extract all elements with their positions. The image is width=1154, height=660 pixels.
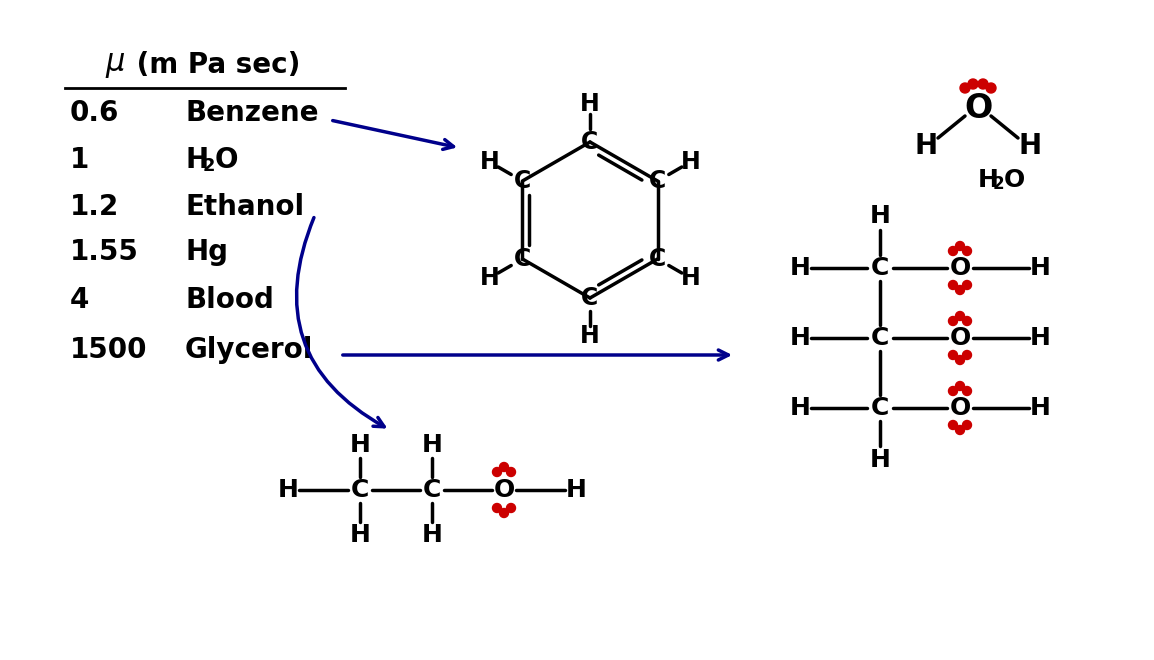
Circle shape bbox=[960, 83, 971, 93]
Circle shape bbox=[949, 317, 958, 325]
Text: Hg: Hg bbox=[185, 238, 228, 266]
Circle shape bbox=[949, 350, 958, 360]
Text: C: C bbox=[422, 478, 441, 502]
Text: O: O bbox=[964, 92, 992, 125]
Text: H: H bbox=[681, 266, 700, 290]
Circle shape bbox=[949, 387, 958, 395]
Text: O: O bbox=[950, 326, 971, 350]
Text: C: C bbox=[514, 247, 531, 271]
Text: O: O bbox=[215, 146, 239, 174]
Text: H: H bbox=[580, 92, 600, 116]
Circle shape bbox=[977, 79, 988, 89]
Circle shape bbox=[986, 83, 996, 93]
Text: H: H bbox=[789, 256, 810, 280]
Text: H: H bbox=[580, 324, 600, 348]
Circle shape bbox=[956, 312, 965, 321]
Text: C: C bbox=[871, 256, 890, 280]
Circle shape bbox=[956, 286, 965, 294]
Circle shape bbox=[500, 508, 509, 517]
Text: H: H bbox=[977, 168, 999, 192]
Circle shape bbox=[500, 463, 509, 471]
Circle shape bbox=[968, 79, 977, 89]
Circle shape bbox=[949, 420, 958, 430]
Text: H: H bbox=[681, 150, 700, 174]
Text: 4: 4 bbox=[70, 286, 89, 314]
Circle shape bbox=[956, 381, 965, 391]
Text: H: H bbox=[421, 433, 442, 457]
Text: H: H bbox=[565, 478, 586, 502]
Text: 1: 1 bbox=[70, 146, 89, 174]
Text: Ethanol: Ethanol bbox=[185, 193, 305, 221]
Text: O: O bbox=[950, 396, 971, 420]
Text: H: H bbox=[350, 433, 370, 457]
Text: H: H bbox=[789, 396, 810, 420]
Text: $\mu$: $\mu$ bbox=[105, 51, 126, 79]
Text: O: O bbox=[950, 256, 971, 280]
Circle shape bbox=[956, 356, 965, 364]
Text: O: O bbox=[1004, 168, 1025, 192]
Text: 2: 2 bbox=[992, 175, 1005, 193]
Text: H: H bbox=[185, 146, 208, 174]
Text: H: H bbox=[278, 478, 299, 502]
Circle shape bbox=[962, 350, 972, 360]
Text: H: H bbox=[480, 150, 500, 174]
Text: C: C bbox=[649, 247, 666, 271]
Text: H: H bbox=[1019, 132, 1042, 160]
Circle shape bbox=[962, 280, 972, 290]
Text: H: H bbox=[421, 523, 442, 547]
Text: Glycerol: Glycerol bbox=[185, 336, 314, 364]
Circle shape bbox=[962, 246, 972, 255]
Text: C: C bbox=[514, 169, 531, 193]
Text: 1.55: 1.55 bbox=[70, 238, 138, 266]
Text: C: C bbox=[871, 396, 890, 420]
Circle shape bbox=[949, 280, 958, 290]
Text: C: C bbox=[871, 326, 890, 350]
Text: O: O bbox=[494, 478, 515, 502]
Text: H: H bbox=[914, 132, 937, 160]
Text: Benzene: Benzene bbox=[185, 99, 319, 127]
Circle shape bbox=[962, 387, 972, 395]
Text: C: C bbox=[582, 286, 599, 310]
Text: 1.2: 1.2 bbox=[70, 193, 119, 221]
Text: C: C bbox=[582, 130, 599, 154]
Text: C: C bbox=[351, 478, 369, 502]
FancyArrowPatch shape bbox=[297, 218, 384, 427]
Text: H: H bbox=[350, 523, 370, 547]
Text: 2: 2 bbox=[203, 157, 216, 175]
Circle shape bbox=[507, 504, 516, 513]
Circle shape bbox=[949, 246, 958, 255]
Text: H: H bbox=[1029, 326, 1050, 350]
Text: 1500: 1500 bbox=[70, 336, 148, 364]
Text: (m Pa sec): (m Pa sec) bbox=[127, 51, 300, 79]
Text: H: H bbox=[870, 204, 891, 228]
Text: H: H bbox=[870, 448, 891, 472]
Text: H: H bbox=[1029, 256, 1050, 280]
Text: 0.6: 0.6 bbox=[70, 99, 119, 127]
Text: Blood: Blood bbox=[185, 286, 273, 314]
Text: C: C bbox=[649, 169, 666, 193]
Circle shape bbox=[956, 426, 965, 434]
Circle shape bbox=[962, 317, 972, 325]
Circle shape bbox=[962, 420, 972, 430]
Circle shape bbox=[493, 504, 502, 513]
Text: H: H bbox=[789, 326, 810, 350]
Text: H: H bbox=[1029, 396, 1050, 420]
Circle shape bbox=[507, 467, 516, 477]
Text: H: H bbox=[480, 266, 500, 290]
Circle shape bbox=[493, 467, 502, 477]
Circle shape bbox=[956, 242, 965, 251]
